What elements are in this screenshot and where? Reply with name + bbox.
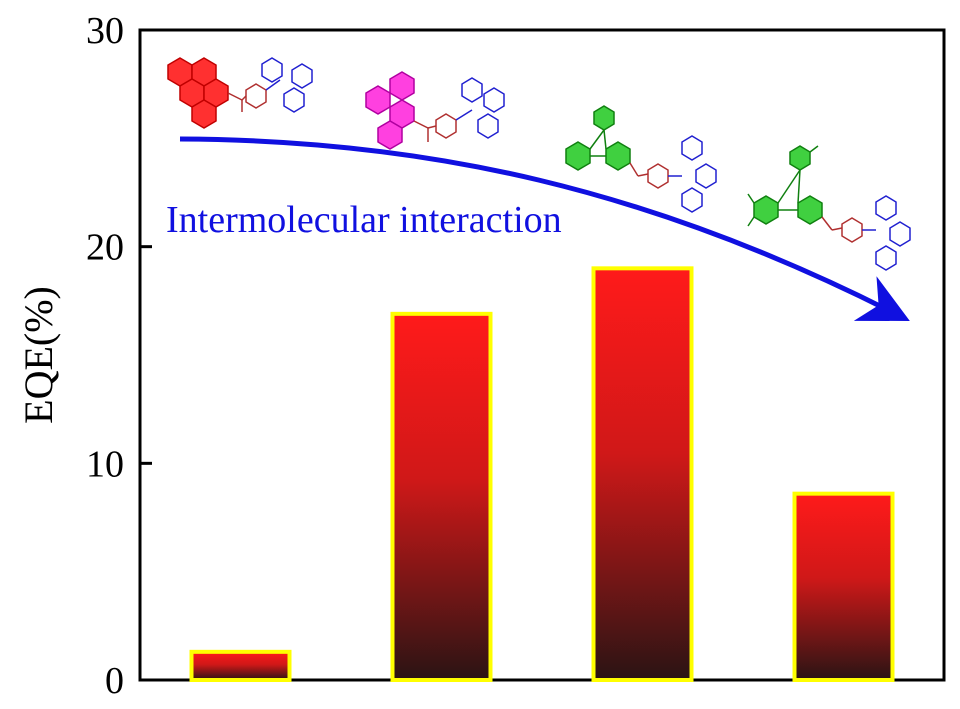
y-tick-label: 0 (105, 660, 124, 702)
y-axis: 0 10 20 30 (86, 10, 152, 702)
molecule-structure-3 (565, 105, 717, 213)
molecule-structure-1 (167, 57, 313, 129)
bars (189, 266, 895, 682)
y-tick-label: 10 (86, 443, 124, 485)
y-axis-title: EQE(%) (16, 286, 61, 424)
trend-arrow (179, 136, 910, 321)
bar-4 (792, 491, 895, 682)
molecule-structure-4 (747, 145, 911, 271)
plot-frame (138, 28, 946, 682)
y-tick-label: 20 (86, 227, 124, 269)
y-tick-label: 30 (86, 10, 124, 52)
annotation-label: Intermolecular interaction (166, 199, 562, 241)
bar-2 (390, 311, 493, 682)
bar-3 (591, 266, 694, 682)
molecule-structure-2 (365, 71, 505, 150)
bar-1 (189, 649, 292, 682)
